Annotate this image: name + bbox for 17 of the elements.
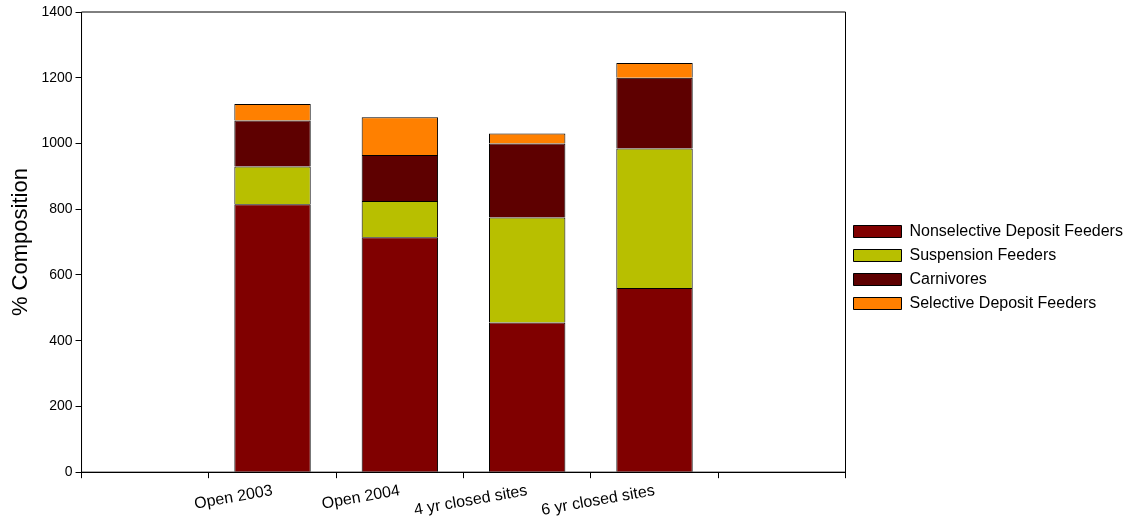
x-tick-label: Open 2003 (192, 481, 274, 512)
x-tick-label: 6 yr closed sites (539, 481, 656, 518)
y-tick-label: 800 (49, 200, 73, 217)
y-tick-label: 0 (64, 463, 73, 480)
y-tick-label: 1400 (41, 2, 73, 19)
y-axis-title: % Composition (7, 168, 33, 317)
legend-label: Carnivores (909, 269, 987, 287)
legend-label: Suspension Feeders (909, 245, 1057, 263)
x-tick-label: Open 2004 (320, 481, 402, 512)
y-tick-label: 1200 (41, 68, 73, 85)
y-tick-label: 400 (49, 331, 73, 348)
legend-label: Nonselective Deposit Feeders (909, 221, 1123, 239)
y-tick-label: 1000 (41, 134, 73, 151)
y-tick-label: 600 (49, 265, 73, 282)
legend-label: Selective Deposit Feeders (909, 293, 1097, 311)
x-tick-label: 4 yr closed sites (412, 481, 529, 518)
y-tick-label: 200 (49, 397, 73, 414)
